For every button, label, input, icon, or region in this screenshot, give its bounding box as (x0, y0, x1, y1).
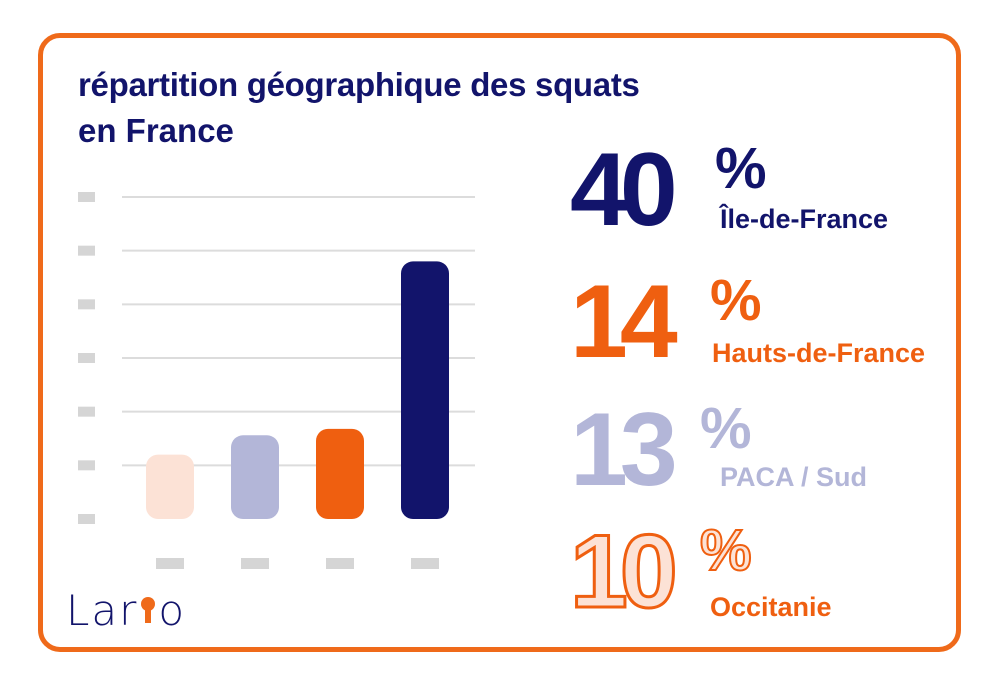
stat-unit: % (700, 396, 752, 461)
y-tick-label-redacted (78, 406, 95, 417)
y-tick-label-redacted (78, 299, 95, 310)
stat-region: Île-de-France (720, 204, 889, 234)
stat-unit: % (710, 268, 762, 333)
y-tick-label-redacted (78, 245, 95, 256)
chart-bars (146, 261, 449, 519)
y-tick-label-redacted (78, 353, 95, 363)
logo-text: o (158, 586, 187, 635)
x-tick-label-redacted (156, 558, 184, 569)
stat-ile-de-france: 40 % Île-de-France (570, 136, 910, 242)
logo-text: Lar (66, 586, 139, 635)
x-tick-label-redacted (241, 558, 269, 569)
stat-value: 13 (570, 392, 678, 508)
stat-region: Occitanie (710, 592, 832, 622)
stat-hauts-de-france: 14 % Hauts-de-France (570, 268, 950, 374)
y-tick-label-redacted (78, 514, 95, 524)
x-tick-label-redacted (326, 558, 354, 569)
stat-unit: % (699, 518, 753, 583)
infographic-card (38, 33, 961, 652)
y-tick-label-redacted (78, 192, 95, 202)
chart-subtitle: en France (78, 112, 234, 149)
stat-unit: % (715, 136, 767, 201)
y-axis-ticks (78, 192, 95, 524)
bar-hauts-de-france (316, 428, 364, 519)
bar-occitanie (146, 454, 194, 519)
stat-value: 40 (570, 132, 678, 248)
stat-region: PACA / Sud (720, 462, 867, 492)
keyhole-icon (138, 593, 158, 627)
x-tick-label-redacted (411, 558, 439, 569)
lario-logo: Lar o (66, 586, 186, 635)
bar--le-de-france (401, 261, 449, 519)
stat-paca-sud: 13 % PACA / Sud (570, 396, 910, 502)
stat-occitanie: 10 % Occitanie (569, 518, 910, 626)
stat-value: 10 (569, 514, 680, 630)
y-tick-label-redacted (78, 460, 95, 471)
stat-region: Hauts-de-France (712, 338, 926, 368)
stat-value: 14 (570, 264, 678, 380)
chart-title: répartition géographique des squats (78, 66, 640, 103)
bar-paca-sud (231, 435, 279, 519)
x-axis-ticks (156, 558, 439, 569)
